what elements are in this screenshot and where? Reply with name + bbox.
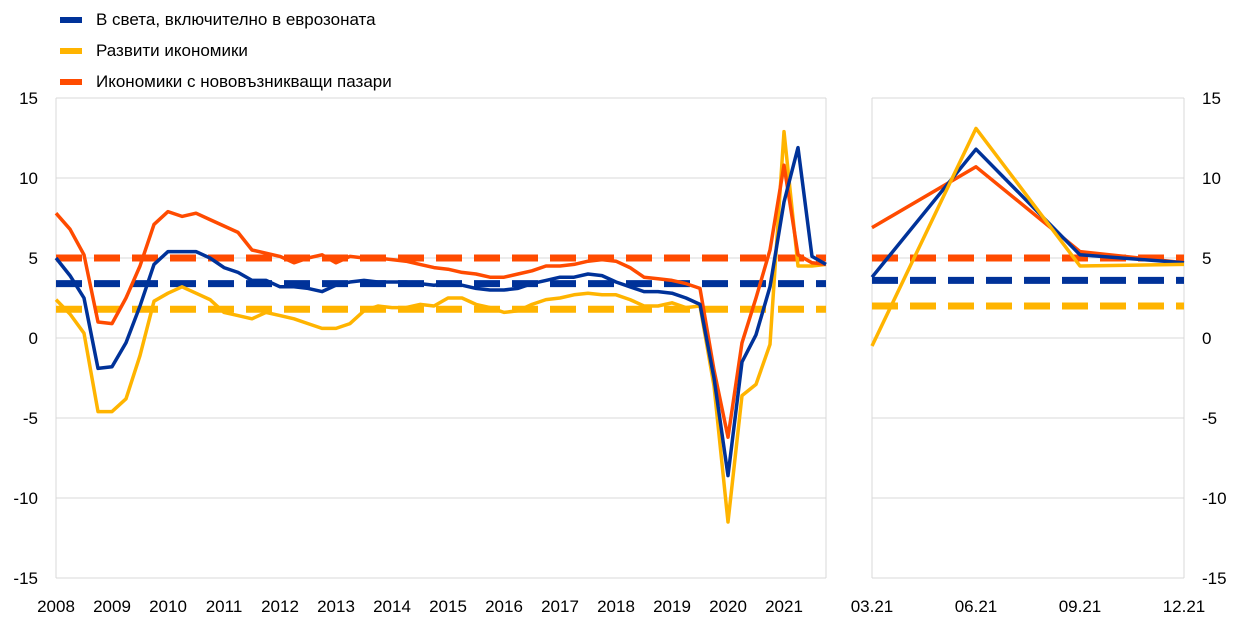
x-tick-label-left: 2012 xyxy=(261,597,299,616)
x-tick-label-left: 2020 xyxy=(709,597,747,616)
x-tick-label-left: 2014 xyxy=(373,597,411,616)
y-tick-label-right: -10 xyxy=(1202,489,1227,508)
y-tick-label-left: 0 xyxy=(29,329,38,348)
x-tick-label-left: 2021 xyxy=(765,597,803,616)
legend-swatch-world xyxy=(60,16,82,23)
series-line-left-1 xyxy=(54,129,827,524)
y-tick-label-right: 15 xyxy=(1202,89,1221,108)
x-tick-label-left: 2015 xyxy=(429,597,467,616)
x-tick-label-left: 2009 xyxy=(93,597,131,616)
x-tick-label-right: 03.21 xyxy=(851,597,894,616)
x-tick-label-left: 2017 xyxy=(541,597,579,616)
x-tick-label-right: 09.21 xyxy=(1059,597,1102,616)
x-tick-label-right: 12.21 xyxy=(1163,597,1206,616)
legend-label-world: В света, включително в еврозоната xyxy=(96,9,376,29)
x-tick-label-left: 2016 xyxy=(485,597,523,616)
y-tick-label-left: 15 xyxy=(19,89,38,108)
y-tick-label-right: 5 xyxy=(1202,249,1211,268)
x-tick-label-left: 2011 xyxy=(206,597,243,616)
x-tick-label-left: 2010 xyxy=(149,597,187,616)
legend-item-advanced: Развити икономики xyxy=(60,35,392,66)
legend-swatch-emerging xyxy=(60,78,82,85)
y-tick-label-right: 0 xyxy=(1202,329,1211,348)
y-tick-label-left: 5 xyxy=(29,249,38,268)
legend: В света, включително в еврозоната Развит… xyxy=(60,4,392,97)
legend-swatch-advanced xyxy=(60,47,82,54)
y-tick-label-right: 10 xyxy=(1202,169,1221,188)
x-tick-label-left: 2019 xyxy=(653,597,691,616)
legend-item-emerging: Икономики с нововъзникващи пазари xyxy=(60,66,392,97)
x-tick-label-right: 06.21 xyxy=(955,597,998,616)
legend-label-advanced: Развити икономики xyxy=(96,40,248,60)
x-tick-label-left: 2018 xyxy=(597,597,635,616)
legend-label-emerging: Икономики с нововъзникващи пазари xyxy=(96,71,392,91)
y-tick-label-right: -5 xyxy=(1202,409,1217,428)
y-tick-label-left: -10 xyxy=(13,489,38,508)
series-line-left-2 xyxy=(54,163,827,439)
series-line-right-0 xyxy=(870,147,1185,279)
series-line-right-1 xyxy=(870,126,1185,347)
y-tick-label-left: 10 xyxy=(19,169,38,188)
y-tick-label-right: -15 xyxy=(1202,569,1227,588)
x-tick-label-left: 2008 xyxy=(37,597,75,616)
legend-item-world: В света, включително в еврозоната xyxy=(60,4,392,35)
y-tick-label-left: -5 xyxy=(23,409,38,428)
y-tick-label-left: -15 xyxy=(13,569,38,588)
series-line-left-0 xyxy=(54,145,827,478)
x-tick-label-left: 2013 xyxy=(317,597,355,616)
